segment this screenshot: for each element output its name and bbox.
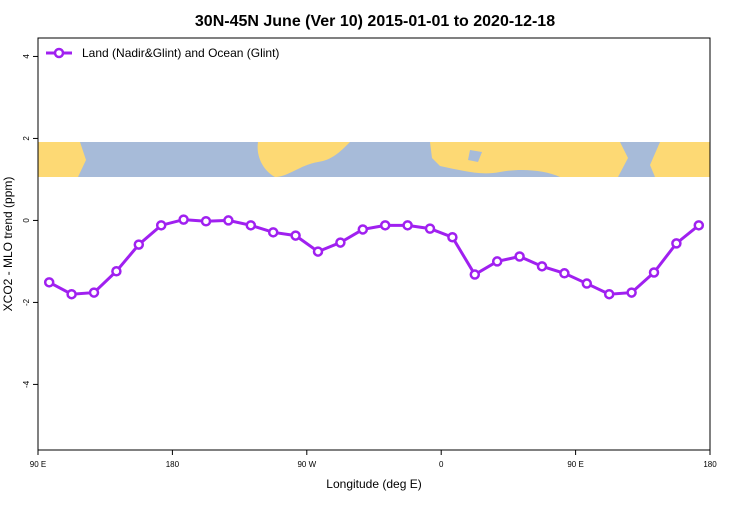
x-tick-label: 180 — [703, 460, 717, 469]
data-point — [514, 251, 525, 262]
legend-marker — [53, 47, 65, 59]
data-point — [357, 224, 369, 235]
data-point — [111, 266, 122, 277]
data-point — [671, 238, 682, 249]
data-point — [290, 230, 301, 241]
data-point — [581, 278, 593, 289]
data-point — [245, 220, 257, 231]
data-point — [402, 220, 413, 231]
y-tick-label: 4 — [22, 54, 31, 59]
data-point — [379, 220, 391, 231]
y-tick-label: -2 — [22, 298, 31, 306]
data-point — [536, 261, 548, 272]
plot-frame — [37, 37, 711, 451]
data-point — [603, 288, 615, 300]
x-tick-label: 180 — [166, 460, 180, 469]
x-tick-label: 90 W — [297, 460, 316, 469]
data-point — [469, 269, 481, 280]
data-point — [693, 220, 705, 231]
data-point — [447, 231, 458, 243]
y-axis-label: XCO2 - MLO trend (ppm) — [1, 177, 15, 312]
data-point — [178, 214, 189, 225]
chart-title: 30N-45N June (Ver 10) 2015-01-01 to 2020… — [195, 13, 555, 30]
data-point — [648, 267, 660, 278]
data-point — [626, 287, 637, 298]
data-point — [223, 215, 234, 226]
data-point — [43, 277, 55, 288]
data-point — [88, 287, 100, 298]
data-point — [66, 288, 77, 300]
data-point — [133, 239, 145, 250]
map-strip — [38, 142, 710, 177]
x-tick-label: 90 E — [567, 460, 583, 469]
x-tick-label: 90 E — [30, 460, 46, 469]
data-point — [335, 237, 346, 248]
y-tick-label: 0 — [22, 218, 31, 223]
series-line — [48, 218, 700, 296]
data-point — [267, 227, 279, 238]
legend-label: Land (Nadir&Glint) and Ocean (Glint) — [82, 46, 279, 60]
data-point — [312, 246, 324, 257]
y-tick-label: 2 — [22, 136, 31, 141]
data-point — [200, 215, 212, 227]
plot-layer: 90 E 180 90 W 0 90 E 180 -4 -2 0 2 4 Land (Nadir&Gl… — [22, 46, 717, 469]
data-point — [559, 268, 570, 279]
data-point — [424, 223, 436, 234]
x-tick-label: 0 — [439, 460, 444, 469]
data-point — [491, 256, 503, 267]
y-tick-label: -4 — [22, 380, 31, 388]
x-axis-label: Longitude (deg E) — [326, 477, 421, 491]
data-point — [155, 220, 167, 231]
